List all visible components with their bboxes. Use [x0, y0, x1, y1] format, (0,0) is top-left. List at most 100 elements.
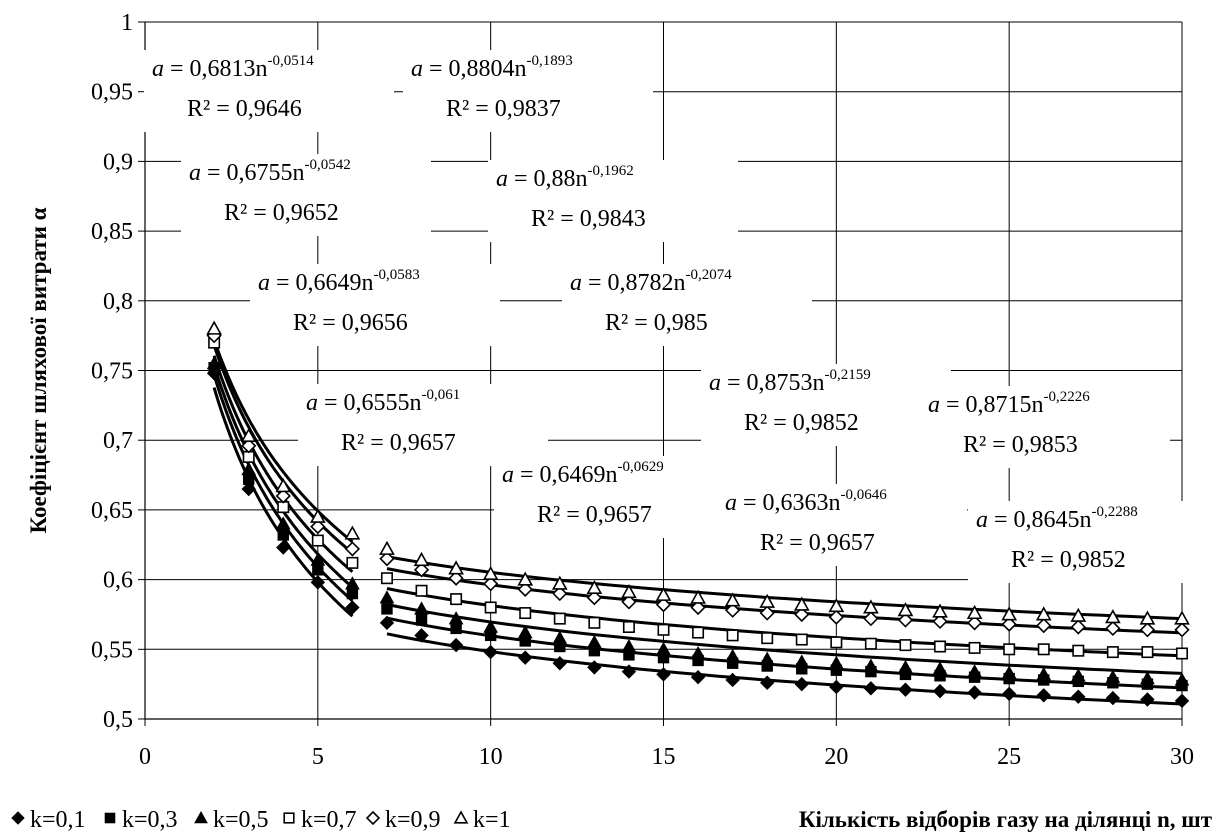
data-point-k=0,9 — [1139, 622, 1156, 638]
equation-text: a = 0,8645n-0,2288 — [976, 504, 1138, 533]
data-point-k=0,9 — [621, 594, 637, 610]
equation-text: a = 0,8804n-0,1893 — [411, 53, 573, 82]
trendline-equation: a = 0,6469n-0,0629 R² = 0,9657 — [494, 456, 744, 538]
data-point-k=1 — [932, 603, 948, 618]
data-point-k=1 — [551, 575, 568, 590]
data-point-k=0,5 — [863, 658, 879, 672]
legend-item: k=0,7 — [283, 807, 357, 833]
data-point-k=0,7 — [519, 607, 532, 620]
data-point-k=0,7 — [1072, 644, 1085, 657]
data-point-k=0,5 — [759, 651, 775, 665]
r-squared-text: R² = 0,9652 — [224, 200, 339, 226]
data-point-k=1 — [586, 579, 603, 594]
data-point-k=0,1 — [690, 669, 706, 685]
data-point-k=1 — [309, 508, 326, 523]
r-squared-text: R² = 0,985 — [605, 310, 708, 336]
data-point-k=1 — [240, 427, 257, 443]
data-point-k=0,9 — [448, 570, 464, 586]
data-point-k=0,1 — [759, 675, 775, 690]
data-point-k=0,5 — [932, 661, 948, 675]
r-squared-text: R² = 0,9646 — [187, 96, 302, 122]
data-point-k=0,7 — [726, 629, 739, 642]
data-point-k=0,7 — [415, 584, 428, 597]
data-point-k=0,3 — [415, 614, 428, 626]
equation-text: a = 0,6755n-0,0542 — [189, 157, 351, 186]
data-point-k=0,1 — [310, 575, 326, 590]
equation-text: a = 0,8715n-0,2226 — [928, 389, 1090, 418]
r-squared-text: R² = 0,9656 — [293, 310, 408, 336]
y-tick-label: 0,9 — [103, 149, 133, 175]
data-point-k=1 — [379, 540, 395, 555]
data-point-k=0,5 — [1070, 668, 1086, 682]
data-point-k=1 — [206, 320, 222, 335]
data-point-k=0,1 — [1071, 689, 1086, 704]
data-point-k=0,7 — [864, 637, 877, 650]
data-point-k=0,1 — [1140, 692, 1155, 707]
trendline-equation: a = 0,88n-0,1962 R² = 0,9843 — [488, 160, 738, 242]
data-point-k=0,1 — [656, 667, 671, 682]
x-tick-label: 30 — [1170, 744, 1194, 770]
data-point-k=0,9 — [1036, 617, 1052, 634]
y-tick-label: 0,95 — [91, 80, 133, 106]
data-point-k=0,9 — [413, 562, 430, 578]
data-point-k=1 — [1035, 606, 1052, 621]
data-point-k=0,7 — [588, 616, 601, 629]
data-point-k=0,9 — [1174, 622, 1190, 638]
data-point-k=0,5 — [725, 648, 740, 662]
data-point-k=0,1 — [967, 685, 982, 700]
x-axis-label: Кількість відборів газу на ділянці n, шт — [799, 807, 1213, 832]
equation-text: a = 0,88n-0,1962 — [496, 163, 634, 192]
data-point-k=0,1 — [863, 681, 879, 696]
data-point-k=0,5 — [656, 641, 671, 655]
data-point-k=1 — [793, 596, 810, 611]
r-squared-text: R² = 0,9852 — [744, 410, 859, 436]
data-point-k=1 — [759, 593, 776, 608]
data-point-k=0,1 — [241, 481, 256, 497]
data-point-k=0,7 — [795, 633, 808, 646]
data-point-k=0,5 — [310, 552, 326, 566]
data-point-k=0,7 — [934, 640, 947, 653]
data-point-k=1 — [863, 599, 879, 614]
data-point-k=0,9 — [379, 551, 395, 567]
y-tick-label: 1 — [121, 10, 133, 36]
data-point-k=0,7 — [1106, 646, 1119, 659]
data-point-k=0,9 — [932, 613, 948, 630]
data-point-k=0,9 — [759, 605, 775, 621]
data-point-k=1 — [1070, 607, 1087, 622]
legend-item: k=1 — [453, 807, 511, 833]
equation-text: a = 0,8782n-0,2074 — [570, 267, 732, 296]
legend-item: k=0,9 — [365, 807, 441, 833]
data-point-k=0,9 — [344, 541, 361, 557]
x-tick-label: 15 — [652, 744, 676, 770]
trendline-equation: a = 0,8715n-0,2226 R² = 0,9853 — [920, 386, 1170, 468]
y-tick-label: 0,75 — [91, 359, 133, 385]
data-point-k=0,1 — [587, 660, 602, 675]
r-squared-text: R² = 0,9853 — [963, 432, 1078, 458]
data-point-k=0,9 — [552, 585, 568, 602]
y-tick-label: 0,85 — [91, 219, 133, 245]
y-tick-label: 0,8 — [103, 289, 133, 315]
legend-label: k=0,7 — [301, 807, 357, 833]
data-point-k=0,7 — [692, 626, 705, 639]
data-point-k=1 — [448, 560, 464, 575]
trendline-equation: a = 0,6755n-0,0542 R² = 0,9652 — [181, 154, 431, 236]
r-squared-text: R² = 0,9852 — [1011, 547, 1126, 573]
data-point-k=0,1 — [829, 679, 844, 695]
data-point-k=0,9 — [1001, 616, 1017, 632]
y-tick-label: 0,6 — [103, 568, 133, 594]
trendline — [386, 603, 1183, 675]
data-point-k=0,5 — [241, 461, 257, 476]
trendline-equation: a = 0,8645n-0,2288 R² = 0,9852 — [968, 501, 1218, 583]
data-point-k=0,5 — [967, 664, 982, 678]
data-point-k=0,3 — [450, 622, 462, 635]
data-point-k=0,7 — [450, 593, 463, 606]
data-point-k=0,5 — [1001, 665, 1017, 679]
data-point-k=0,1 — [932, 683, 948, 699]
data-point-k=0,9 — [1070, 619, 1086, 635]
r-squared-text: R² = 0,9657 — [341, 430, 456, 456]
legend-label: k=0,1 — [30, 807, 86, 833]
data-point-k=0,1 — [898, 682, 913, 697]
trendline-equation: a = 0,6813n-0,0514 R² = 0,9646 — [144, 50, 394, 132]
data-point-k=0,5 — [1105, 669, 1121, 683]
